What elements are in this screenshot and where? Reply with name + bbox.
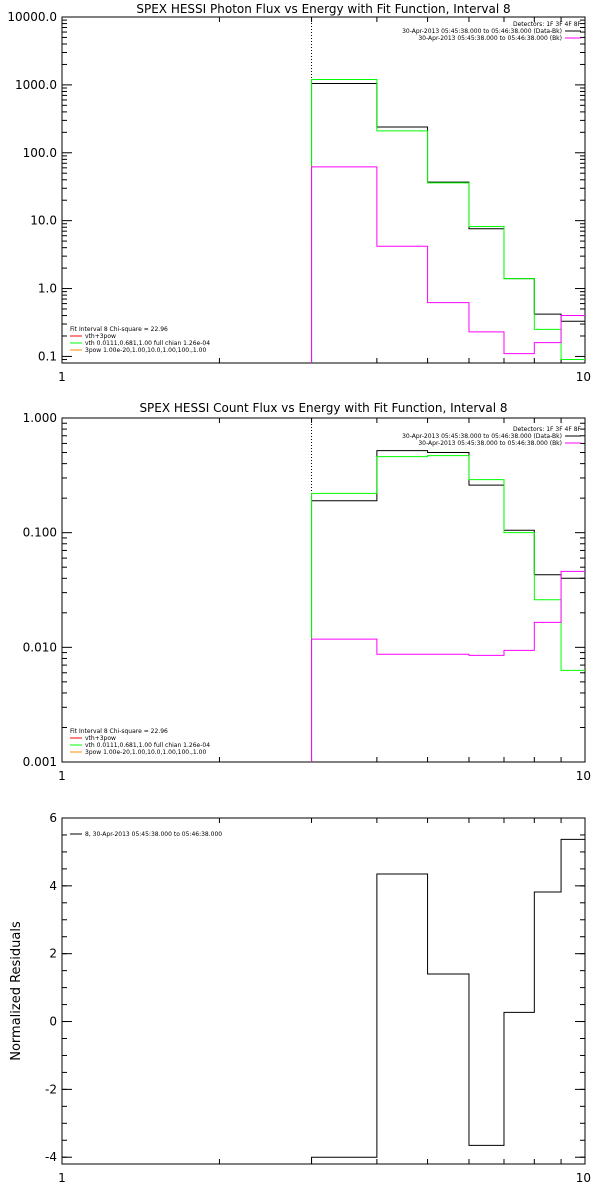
resid-x-tick-label: 1 [58, 1171, 66, 1185]
count-x-tick-label: 1 [58, 769, 66, 783]
photon-legend-entry: 30-Apr-2013 05:45:38.000 to 05:46:38.000… [402, 28, 562, 35]
count-legend-entry: 30-Apr-2013 05:45:38.000 to 05:46:38.000… [418, 440, 562, 447]
photon-legend-entry: vth 0.0111,0.681,1.00 full chian 1.26e-0… [85, 340, 210, 347]
count-legend-entry: 30-Apr-2013 05:45:38.000 to 05:46:38.000… [402, 433, 562, 440]
photon-x-tick-label: 1 [58, 370, 66, 384]
photon-y-tick-label: 100.0 [23, 146, 57, 160]
resid-y-tick-label: -2 [45, 1082, 57, 1096]
count-legend-header: Detectors: 1F 3F 4F 8F [513, 426, 582, 433]
photon-x-tick-label: 10 [576, 370, 591, 384]
count-legend-header: Fit Interval 8 Chi-square = 22.96 [70, 728, 168, 735]
photon-series-1 [311, 79, 585, 363]
count-legend-entry: vth 0.0111,0.681,1.00 full chian 1.26e-0… [85, 742, 210, 749]
resid-y-tick-label: 2 [49, 947, 57, 961]
resid-legend-entry: 8, 30-Apr-2013 05:45:38.000 to 05:46:38.… [85, 831, 222, 838]
count-legend-entry: vth+3pow [85, 735, 116, 742]
count-x-tick-label: 10 [576, 769, 591, 783]
count-y-tick-label: 0.010 [23, 640, 57, 654]
photon-legend-entry: 3pow 1.00e-20,1.00,10.0,1.00,100.,1.00 [85, 347, 206, 354]
resid-y-axis-label: Normalized Residuals [9, 921, 24, 1061]
count-y-tick-label: 0.001 [23, 755, 57, 769]
photon-y-tick-label: 1.0 [38, 282, 57, 296]
photon-legend-entry: vth+3pow [85, 333, 116, 340]
count-y-tick-label: 0.100 [23, 526, 57, 540]
photon-series-0 [311, 82, 585, 363]
photon-legend-entry: 30-Apr-2013 05:45:38.000 to 05:46:38.000… [418, 35, 562, 42]
resid-series-0 [311, 838, 585, 1164]
resid-plot-frame [61, 817, 586, 1165]
photon-plot-frame [61, 16, 586, 364]
resid-y-tick-label: 4 [49, 879, 57, 893]
photon-legend-header: Detectors: 1F 3F 4F 8F [513, 21, 582, 28]
photon-y-tick-label: 10.0 [30, 214, 57, 228]
count-legend-entry: 3pow 1.00e-20,1.00,10.0,1.00,100.,1.00 [85, 749, 206, 756]
resid-y-tick-label: -4 [45, 1150, 57, 1164]
count-series-1 [311, 455, 585, 762]
count-y-tick-label: 1.000 [23, 411, 57, 425]
photon-chart-title: SPEX HESSI Photon Flux vs Energy with Fi… [136, 2, 510, 16]
count-series-0 [311, 450, 585, 762]
photon-legend-header: Fit Interval 8 Chi-square = 22.96 [70, 326, 168, 333]
photon-series-2 [311, 166, 585, 363]
count-series-2 [311, 570, 585, 762]
photon-y-tick-label: 10000.0 [7, 10, 57, 24]
photon-y-tick-label: 0.1 [38, 349, 57, 363]
photon-y-tick-label: 1000.0 [15, 78, 57, 92]
count-chart-title: SPEX HESSI Count Flux vs Energy with Fit… [139, 401, 507, 415]
resid-y-tick-label: 0 [49, 1015, 57, 1029]
resid-x-tick-label: 10 [576, 1171, 591, 1185]
resid-y-tick-label: 6 [49, 811, 57, 825]
count-plot-frame [61, 417, 586, 763]
